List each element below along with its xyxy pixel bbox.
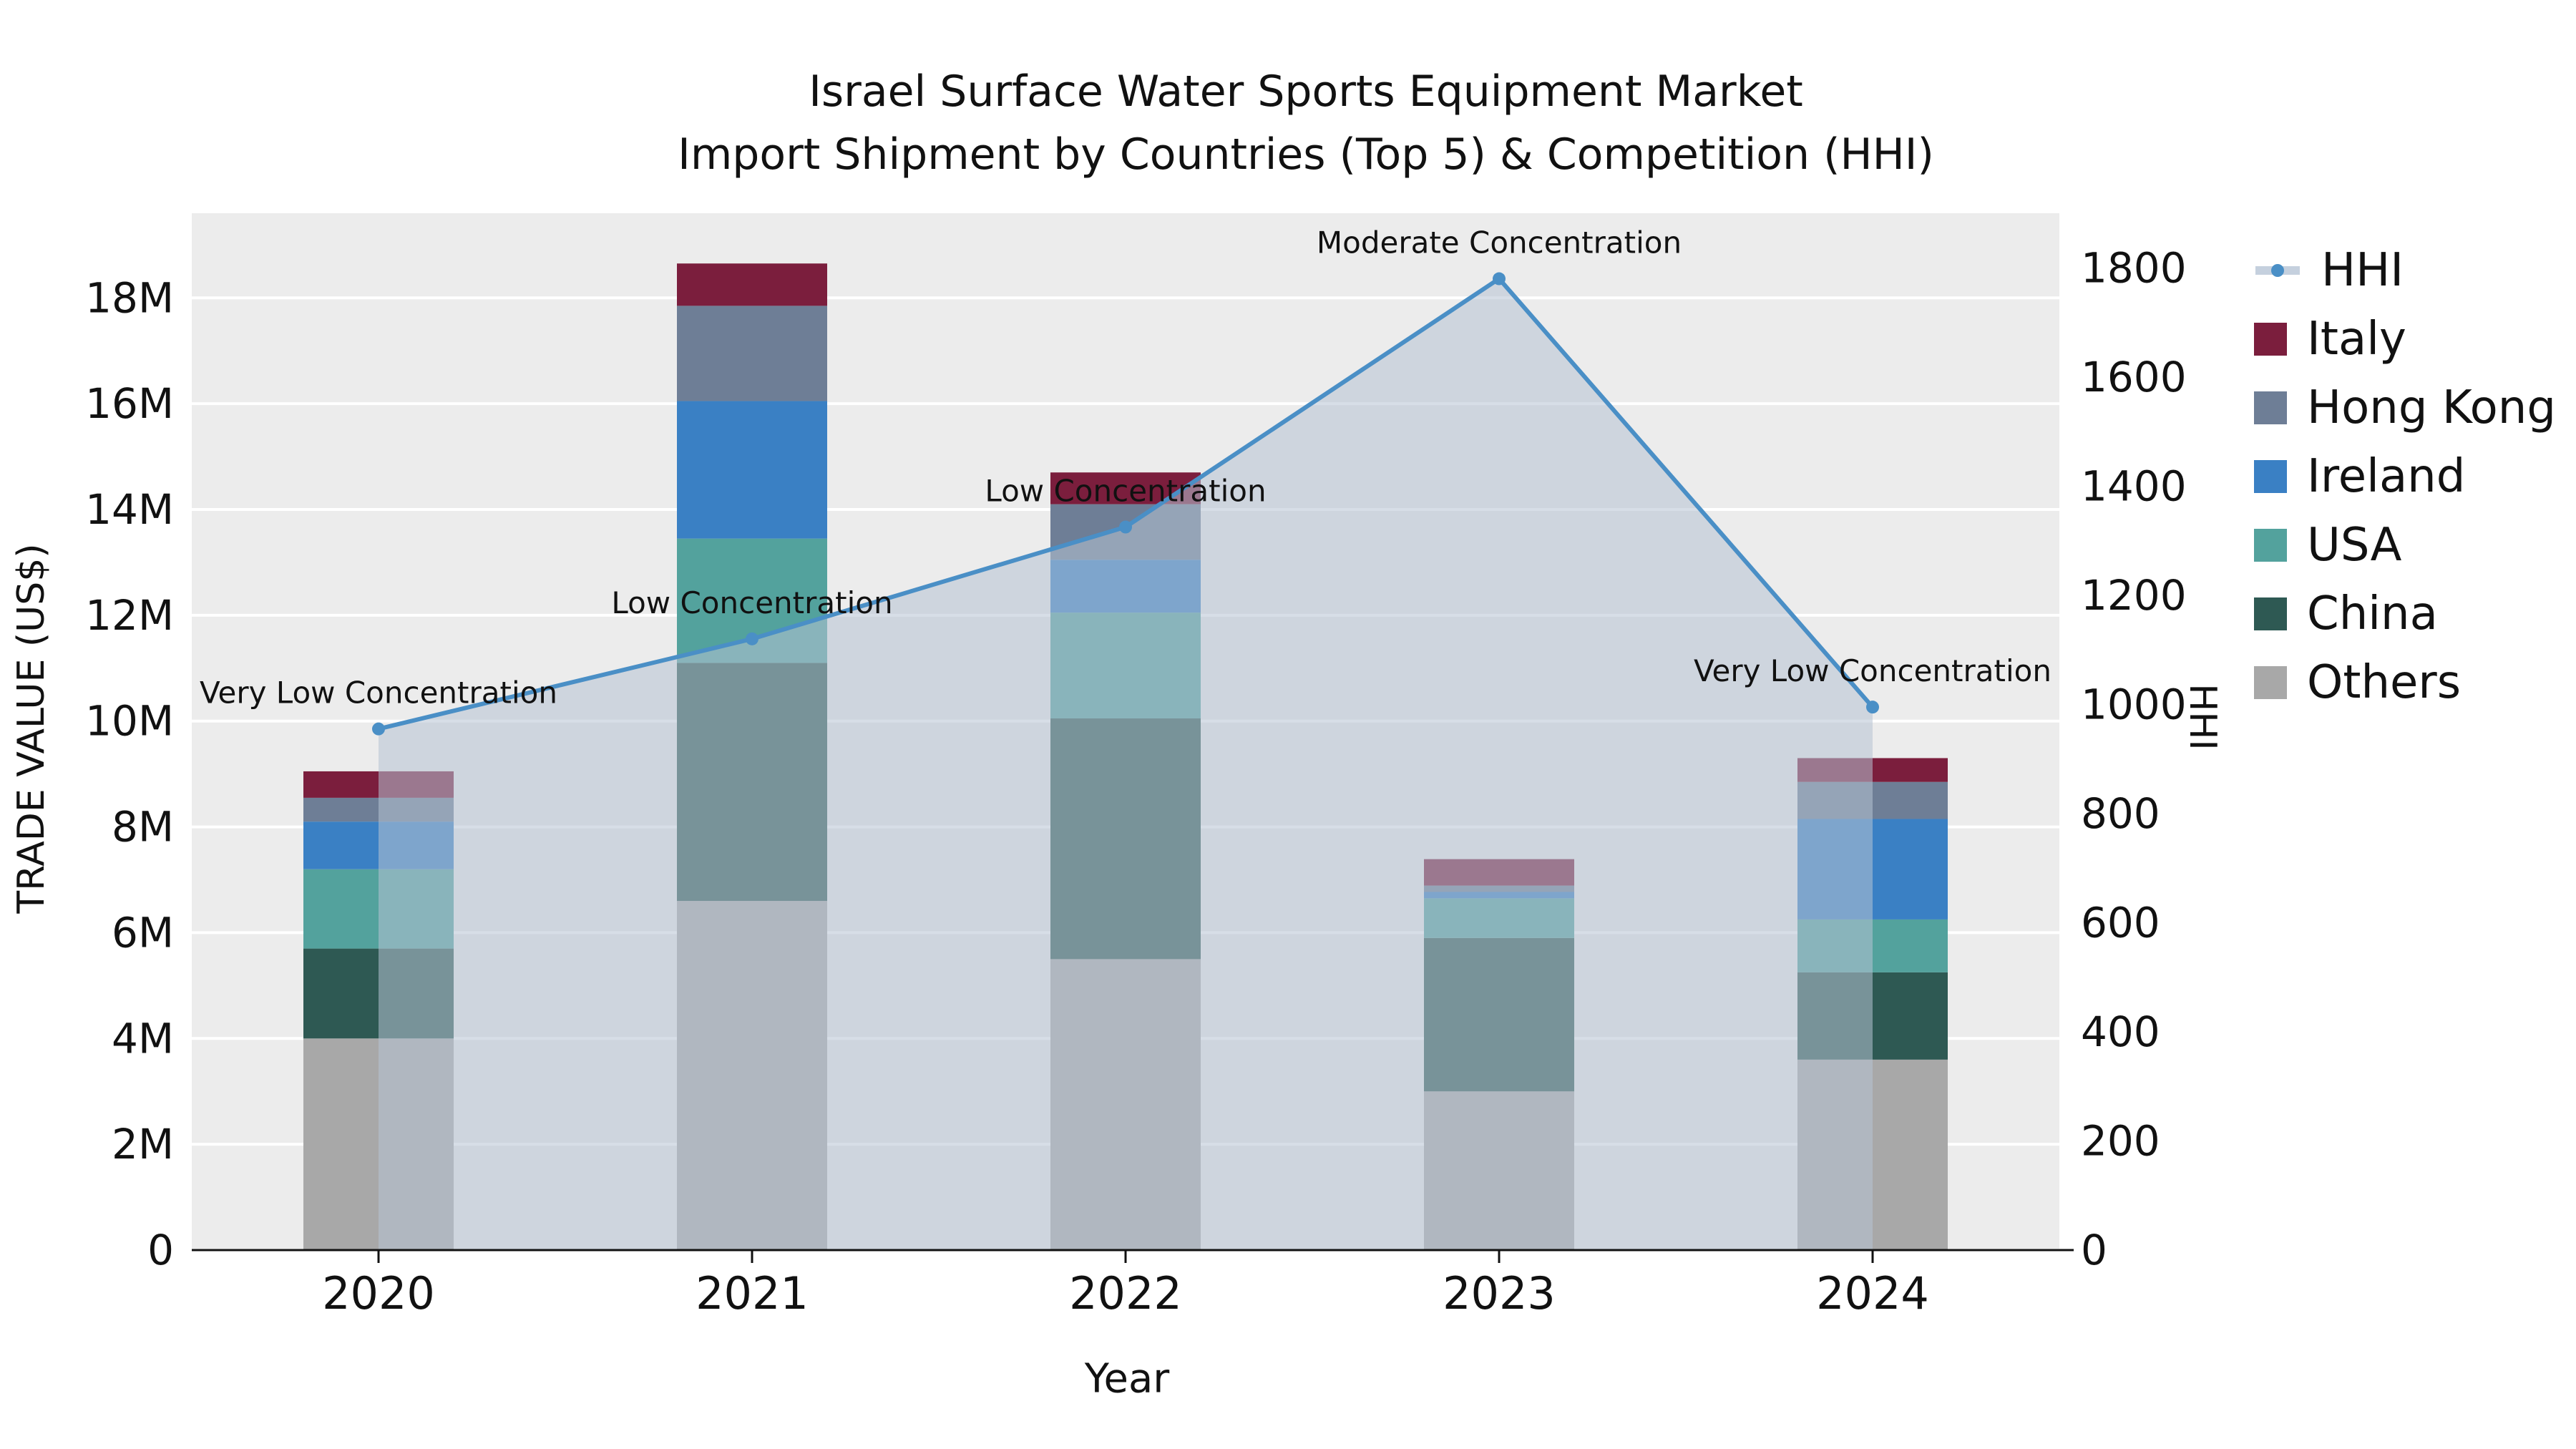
y-right-tick-label: 600 xyxy=(2081,898,2160,947)
legend-label-hhi: HHI xyxy=(2321,244,2404,297)
x-tick-label-2021: 2021 xyxy=(696,1267,809,1319)
y-left-tick-label: 10M xyxy=(85,697,174,746)
y-left-tick-label: 8M xyxy=(112,803,174,852)
legend-swatch-usa xyxy=(2254,529,2287,562)
y-left-tick-label: 16M xyxy=(85,379,174,428)
y-right-tick-label: 1800 xyxy=(2081,243,2187,292)
y-left-tick-label: 18M xyxy=(85,273,174,322)
hhi-annotation-2021: Low Concentration xyxy=(611,585,892,620)
hhi-marker-2023[interactable] xyxy=(1493,272,1506,286)
y-axis-left-title: TRADE VALUE (US$) xyxy=(10,543,53,914)
legend-item-usa[interactable]: USA xyxy=(2254,519,2556,572)
legend-label-others: Others xyxy=(2307,656,2462,709)
legend-item-ireland[interactable]: Ireland xyxy=(2254,454,2556,499)
x-tick-label-2020: 2020 xyxy=(322,1267,435,1319)
y-left-tick-label: 0 xyxy=(147,1226,174,1274)
x-tick-label-2023: 2023 xyxy=(1443,1267,1556,1319)
x-axis-title: Year xyxy=(1084,1355,1170,1402)
legend-label-ireland: Ireland xyxy=(2307,450,2466,503)
y-axis-right-title: HHI xyxy=(2181,683,2224,751)
y-right-tick-label: 800 xyxy=(2081,789,2160,838)
y-right-tick-label: 1000 xyxy=(2081,680,2187,728)
y-right-tick-label: 400 xyxy=(2081,1008,2160,1056)
chart-title: Israel Surface Water Sports Equipment Ma… xyxy=(0,60,2576,186)
legend-item-china[interactable]: China xyxy=(2254,587,2556,640)
legend-swatch-italy xyxy=(2254,323,2287,356)
y-left-tick-label: 6M xyxy=(112,908,174,957)
legend-label-china: China xyxy=(2307,587,2438,640)
legend: HHI Italy Hong Kong Ireland USA China Others xyxy=(2254,248,2556,709)
legend-item-hhi[interactable]: HHI xyxy=(2254,248,2556,293)
hhi-annotation-2022: Low Concentration xyxy=(985,474,1266,509)
hhi-annotation-2020: Very Low Concentration xyxy=(200,675,557,711)
hhi-marker-2021[interactable] xyxy=(746,632,758,645)
y-left-tick-label: 12M xyxy=(85,591,174,640)
x-tick-label-2024: 2024 xyxy=(1816,1267,1929,1319)
bar-segment-ireland-2021[interactable] xyxy=(677,401,827,539)
bar-segment-hong-kong-2021[interactable] xyxy=(677,306,827,401)
y-right-tick-label: 0 xyxy=(2081,1226,2107,1274)
y-left-tick-label: 14M xyxy=(85,485,174,534)
hhi-annotation-2024: Very Low Concentration xyxy=(1694,653,2051,688)
legend-label-hong-kong: Hong Kong xyxy=(2307,381,2556,434)
hhi-annotation-2023: Moderate Concentration xyxy=(1317,225,1682,260)
y-left-tick-label: 4M xyxy=(112,1014,174,1063)
legend-swatch-others xyxy=(2254,666,2287,699)
legend-item-hong-kong[interactable]: Hong Kong xyxy=(2254,381,2556,434)
chart-title-line1: Israel Surface Water Sports Equipment Ma… xyxy=(809,67,1803,117)
legend-swatch-hong-kong xyxy=(2254,391,2287,424)
legend-label-usa: USA xyxy=(2307,519,2402,572)
hhi-area-fill xyxy=(379,278,1873,1251)
bar-segment-italy-2021[interactable] xyxy=(677,263,827,306)
legend-label-italy: Italy xyxy=(2307,313,2406,366)
y-right-tick-label: 1600 xyxy=(2081,353,2187,401)
chart-title-line2: Import Shipment by Countries (Top 5) & C… xyxy=(678,130,1934,180)
x-tick-label-2022: 2022 xyxy=(1069,1267,1182,1319)
hhi-marker-2022[interactable] xyxy=(1119,520,1132,534)
hhi-marker-2020[interactable] xyxy=(372,722,385,736)
legend-hhi-line-icon xyxy=(2254,254,2301,287)
y-right-tick-label: 200 xyxy=(2081,1116,2160,1165)
legend-item-italy[interactable]: Italy xyxy=(2254,313,2556,366)
y-left-tick-label: 2M xyxy=(112,1120,174,1169)
y-right-tick-label: 1200 xyxy=(2081,571,2187,620)
legend-swatch-china xyxy=(2254,597,2287,630)
y-right-tick-label: 1400 xyxy=(2081,462,2187,510)
hhi-marker-2024[interactable] xyxy=(1866,701,1879,714)
legend-item-others[interactable]: Others xyxy=(2254,656,2556,709)
legend-swatch-ireland xyxy=(2254,460,2287,493)
